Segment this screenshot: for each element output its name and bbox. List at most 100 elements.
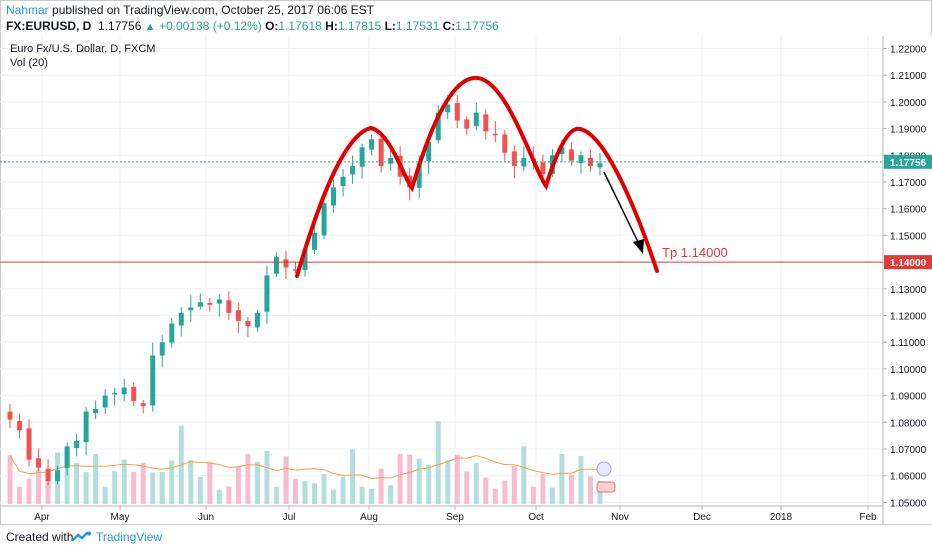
volume-bar — [473, 462, 479, 504]
volume-bar — [549, 487, 555, 504]
volume-bar — [188, 460, 194, 504]
candle-body — [26, 428, 32, 460]
volume-bar — [273, 486, 279, 504]
quote-line: FX:EURUSD, D 1.17756 ▲ +0.00138 (+0.12%)… — [6, 19, 499, 33]
volume-bar — [254, 461, 260, 504]
volume-bar — [521, 446, 527, 504]
high-value: 1.17815 — [337, 19, 382, 33]
volume-bar — [235, 466, 241, 504]
volume-bar — [26, 478, 32, 504]
volume-bar — [502, 480, 508, 504]
candle-body — [36, 458, 42, 468]
volume-bar — [350, 449, 356, 504]
triangle-up-icon: ▲ — [144, 21, 156, 33]
volume-bar — [197, 477, 203, 504]
created-with-label: Created with — [6, 530, 74, 544]
candle-body — [445, 104, 451, 113]
candle-body — [283, 259, 289, 268]
price-chart[interactable]: Tp 1.14000 Euro Fx/U.S. Dollar, D, FXCM … — [0, 36, 932, 524]
price-tick-label: 1.21000 — [890, 71, 927, 82]
volume-bar — [492, 488, 498, 504]
candle-body — [216, 299, 222, 304]
volume-bar — [321, 473, 327, 504]
volume-bar — [83, 472, 89, 504]
volume-bar — [578, 455, 584, 504]
candle-body — [83, 411, 89, 443]
price-tick-label: 1.13000 — [890, 285, 927, 296]
candle-body — [292, 269, 298, 271]
last-price: 1.17756 — [98, 19, 142, 33]
volume-bar — [150, 472, 156, 504]
volume-bar — [530, 486, 536, 504]
arrow-head — [633, 239, 644, 254]
candle-body — [369, 139, 375, 150]
flag-event-icon[interactable] — [596, 481, 616, 493]
volume-bar — [369, 488, 375, 504]
volume-bar — [302, 480, 308, 504]
price-tick-label: 1.06000 — [890, 472, 927, 483]
candle-body — [17, 420, 23, 431]
candle-body — [359, 147, 365, 167]
candle-body — [502, 134, 508, 153]
low-value: 1.17531 — [395, 19, 440, 33]
head-shoulders-curve[interactable] — [295, 75, 659, 278]
volume-bar — [102, 486, 108, 504]
volume-bar — [264, 450, 270, 504]
candle-body — [273, 256, 279, 274]
volume-bar — [45, 467, 51, 504]
price-axis-background — [883, 36, 932, 524]
candle-body — [254, 312, 260, 328]
tradingview-link[interactable]: TradingView — [96, 530, 163, 544]
event-icons[interactable] — [596, 461, 616, 493]
candle-body — [140, 403, 146, 407]
volume-bar — [388, 485, 394, 504]
candle-body — [245, 321, 251, 327]
volume-bar — [112, 471, 118, 504]
time-tick-label: Oct — [528, 512, 544, 523]
volume-bar — [359, 486, 365, 504]
volume-bar — [226, 486, 232, 504]
candle-body — [121, 387, 127, 395]
candle-body — [64, 446, 70, 468]
volume-bar — [483, 477, 489, 504]
published-text: published on TradingView.com, October 25… — [52, 3, 375, 17]
candle-body — [150, 355, 156, 406]
time-tick-label: Dec — [693, 512, 711, 523]
volume-bar — [454, 454, 460, 504]
low-label: L: — [384, 19, 396, 33]
target-annotation[interactable]: Tp 1.14000 — [662, 245, 728, 260]
time-tick-label: May — [111, 512, 130, 523]
close-value: 1.17756 — [455, 19, 499, 33]
price-tick-label: 1.17000 — [890, 178, 927, 189]
volume-bar — [64, 451, 70, 504]
time-tick-label: Apr — [34, 512, 50, 523]
candle-body — [454, 103, 460, 121]
volume-bar — [140, 462, 146, 504]
calendar-event-icon[interactable] — [596, 461, 612, 477]
candle-body — [112, 392, 118, 395]
time-axis[interactable]: Apr May Jun Jul Aug Sep Oct Nov Dec 2018 Feb — [0, 505, 883, 523]
volume-bar — [568, 474, 574, 504]
candle-body — [416, 163, 422, 188]
volume-bar — [121, 459, 127, 504]
volume-bar — [283, 456, 289, 504]
volume-bar — [407, 454, 413, 504]
projection-arrow[interactable] — [603, 171, 644, 254]
close-label: C: — [442, 19, 456, 33]
candle-body — [131, 386, 137, 401]
price-axis[interactable]: 1.220001.210001.200001.190001.180001.170… — [882, 36, 932, 524]
candle-body — [597, 163, 603, 168]
candle-body — [331, 187, 337, 206]
chart-legend-title: Euro Fx/U.S. Dollar, D, FXCM — [10, 43, 155, 55]
price-tick-label: 1.08000 — [890, 418, 927, 429]
volume-bar — [216, 489, 222, 504]
time-tick-label: Aug — [360, 512, 378, 523]
candle-body — [226, 300, 232, 313]
author-link[interactable]: Nahmar — [6, 3, 49, 17]
price-tick-label: 1.12000 — [890, 312, 927, 323]
candle-body — [102, 395, 108, 408]
volume-bar — [292, 478, 298, 504]
volume-bar — [511, 466, 517, 504]
volume-bar — [169, 460, 175, 504]
candle-body — [350, 165, 356, 175]
